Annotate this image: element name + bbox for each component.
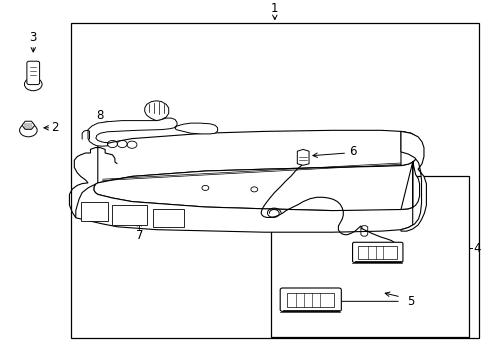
Polygon shape xyxy=(76,184,412,232)
Polygon shape xyxy=(400,131,426,231)
Text: 6: 6 xyxy=(348,145,356,158)
Polygon shape xyxy=(22,121,35,129)
Polygon shape xyxy=(175,123,217,134)
Polygon shape xyxy=(94,162,412,211)
FancyBboxPatch shape xyxy=(352,242,402,262)
Polygon shape xyxy=(88,118,177,146)
Bar xyxy=(81,202,107,221)
Text: 2: 2 xyxy=(51,121,59,134)
Bar xyxy=(357,246,396,259)
Text: 1: 1 xyxy=(270,3,278,15)
Bar xyxy=(152,209,184,227)
Text: 3: 3 xyxy=(29,31,37,44)
Polygon shape xyxy=(297,149,308,165)
Polygon shape xyxy=(144,101,168,121)
Polygon shape xyxy=(400,131,419,210)
FancyBboxPatch shape xyxy=(27,61,40,85)
Bar xyxy=(286,293,334,307)
Text: 7: 7 xyxy=(135,229,143,242)
Bar xyxy=(271,176,468,337)
FancyBboxPatch shape xyxy=(280,288,341,311)
Text: 4: 4 xyxy=(472,242,480,255)
Text: 5: 5 xyxy=(406,295,413,308)
Bar xyxy=(71,23,478,338)
Polygon shape xyxy=(94,130,419,194)
Bar xyxy=(112,205,146,225)
Text: 8: 8 xyxy=(96,109,104,122)
